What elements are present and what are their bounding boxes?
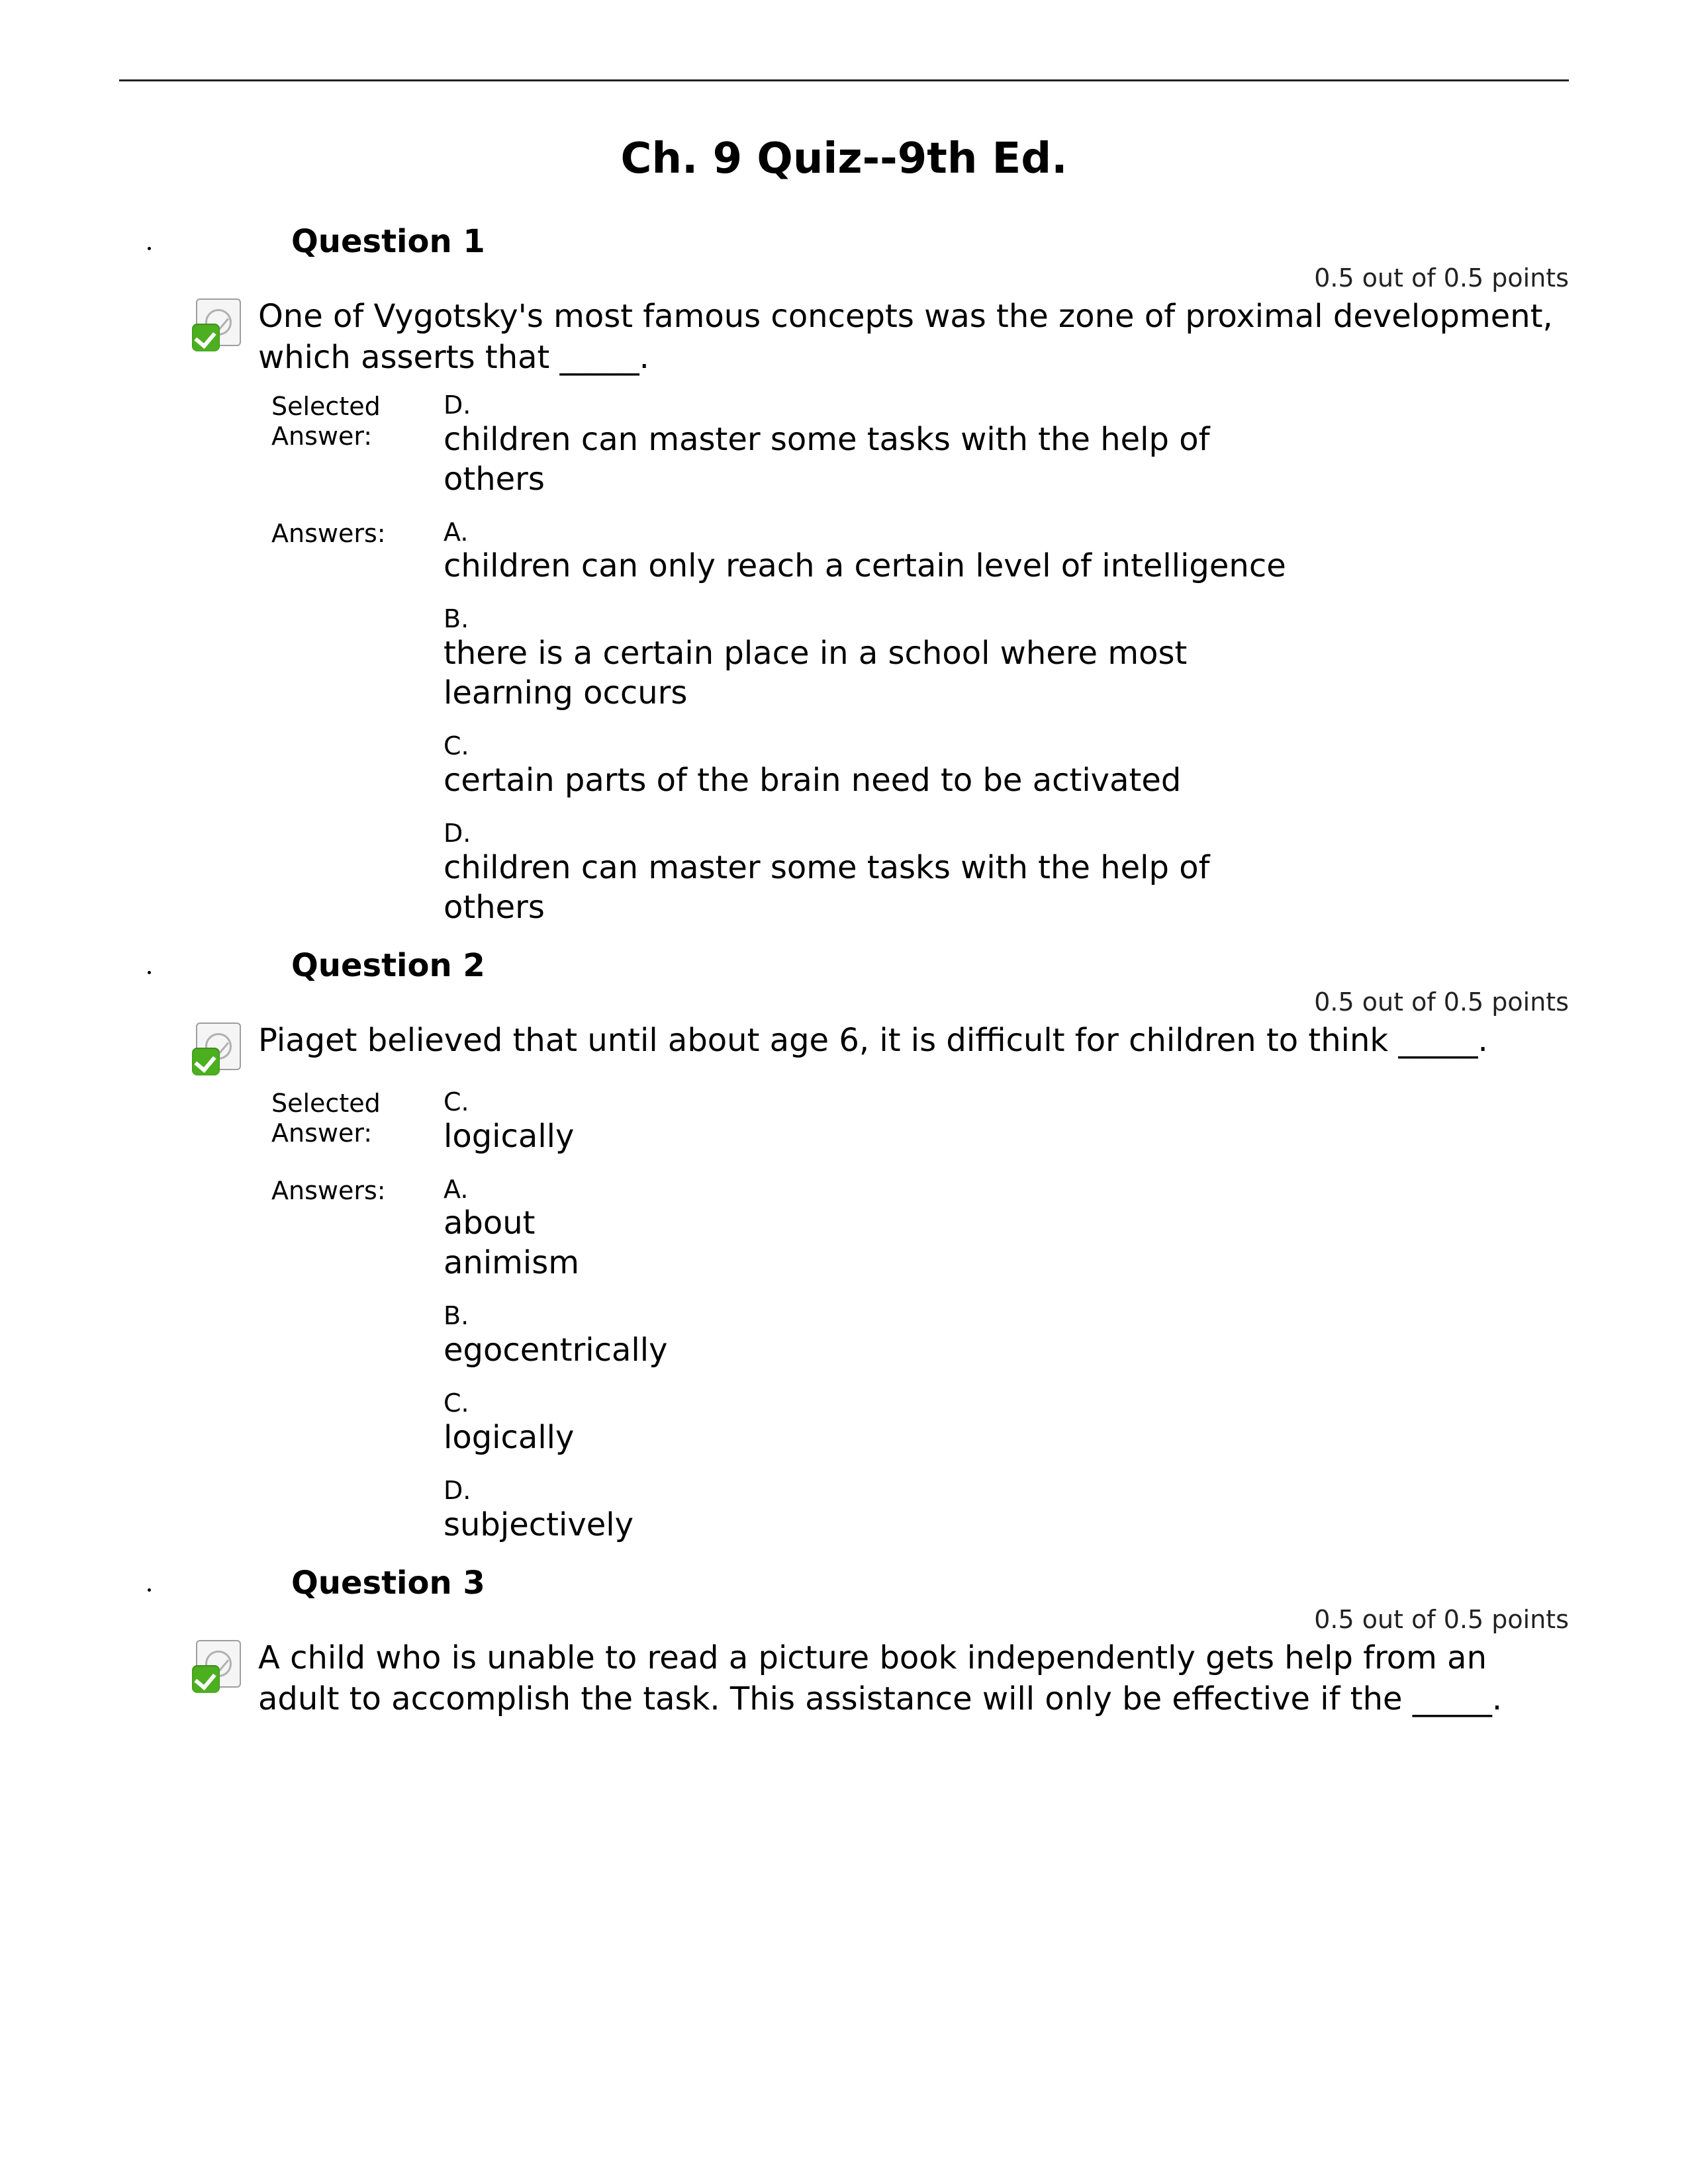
answers-label: Answers: [271,519,444,549]
correct-icon [192,298,245,351]
answers-block: Selected Answer:D.children can master so… [271,392,1569,927]
selected-answer-choice: C.logically [444,1089,574,1156]
selected-answer-choice: D.children can master some tasks with th… [444,392,1304,499]
answers-row: Answers:A.children can only reach a cert… [271,519,1569,927]
stem-row: One of Vygotsky's most famous concepts w… [192,296,1569,379]
choice-text: certain parts of the brain need to be ac… [444,760,1304,800]
stem-row: Piaget believed that until about age 6, … [192,1020,1569,1075]
answers-block: Selected Answer:C.logicallyAnswers:A.abo… [271,1089,1569,1545]
question-heading-row: Question 2 [159,947,1569,984]
choice-text: about animism [444,1203,655,1283]
choice-letter: B. [444,606,1304,633]
answer-choice: C.certain parts of the brain need to be … [444,733,1304,800]
answer-choice: D.children can master some tasks with th… [444,820,1304,927]
answer-choices: A.about animism B.egocentrically C.logical… [444,1176,655,1545]
choice-text: logically [444,1116,574,1156]
selected-answer-row: Selected Answer:D.children can master so… [271,392,1569,499]
choice-letter: A. [444,1176,655,1204]
quiz-title: Ch. 9 Quiz--9th Ed. [119,134,1569,183]
choice-letter: C. [444,1390,655,1418]
selected-answer-label: Selected Answer: [271,1089,444,1149]
answer-choice: B.egocentrically [444,1302,655,1370]
choice-text: subjectively [444,1505,655,1545]
question-stem: A child who is unable to read a picture … [258,1637,1569,1720]
question-list: Question 10.5 out of 0.5 pointsOne of Vy… [119,223,1569,1720]
question-heading-row: Question 3 [159,1565,1569,1602]
choice-letter: D. [444,820,1304,848]
question-heading: Question 3 [291,1565,485,1602]
question-item: Question 3 0.5 out of 0.5 points A child w… [159,1565,1569,1720]
question-heading: Question 2 [291,947,485,984]
selected-answer-row: Selected Answer:C.logically [271,1089,1569,1156]
answer-choice: A.about animism [444,1176,655,1283]
answers-label: Answers: [271,1176,444,1206]
question-stem: Piaget believed that until about age 6, … [258,1020,1569,1061]
choice-letter: D. [444,1477,655,1505]
choice-text: children can master some tasks with the … [444,848,1304,927]
answer-choice: D.subjectively [444,1477,655,1545]
points-text: 0.5 out of 0.5 points [159,263,1569,293]
stem-row: A child who is unable to read a picture … [192,1637,1569,1720]
question-item: Question 10.5 out of 0.5 pointsOne of Vy… [159,223,1569,927]
question-heading-row: Question 1 [159,223,1569,260]
points-text: 0.5 out of 0.5 points [159,987,1569,1017]
choice-letter: B. [444,1302,655,1330]
page: Ch. 9 Quiz--9th Ed. Question 10.5 out of… [0,0,1688,2184]
selected-answer-label: Selected Answer: [271,392,444,452]
choice-text: logically [444,1418,655,1457]
correct-icon [192,1640,245,1693]
choice-text: children can only reach a certain level … [444,546,1304,586]
answers-row: Answers:A.about animism B.egocentrically C… [271,1176,1569,1545]
choice-text: egocentrically [444,1330,655,1370]
points-text: 0.5 out of 0.5 points [159,1605,1569,1634]
question-item: Question 20.5 out of 0.5 pointsPiaget be… [159,947,1569,1545]
answer-choices: A.children can only reach a certain leve… [444,519,1304,927]
choice-letter: A. [444,519,1304,547]
answer-choice: A.children can only reach a certain leve… [444,519,1304,586]
choice-letter: C. [444,1089,574,1116]
question-heading: Question 1 [291,223,485,260]
correct-icon [192,1023,245,1075]
choice-letter: D. [444,392,1304,420]
top-rule [119,79,1569,81]
answer-choice: B.there is a certain place in a school w… [444,606,1304,713]
answer-choice: C.logically [444,1390,655,1457]
choice-text: children can master some tasks with the … [444,420,1304,499]
question-stem: One of Vygotsky's most famous concepts w… [258,296,1569,379]
choice-text: there is a certain place in a school whe… [444,633,1304,713]
choice-letter: C. [444,733,1304,760]
